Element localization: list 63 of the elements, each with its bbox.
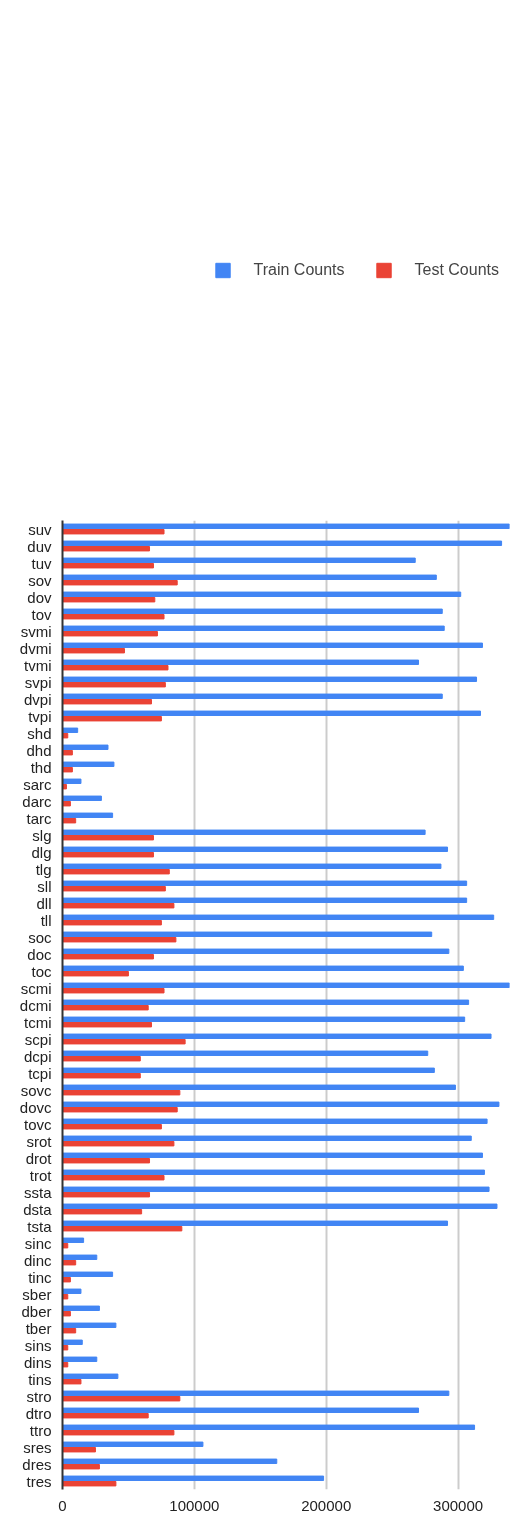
y-tick-label: stro (26, 1387, 52, 1405)
y-tick-label: tsta (27, 1217, 53, 1235)
y-tick-label: dins (23, 1353, 52, 1371)
x-tick-label: 0 (58, 1496, 67, 1513)
y-tick-label: slg (32, 826, 52, 844)
y-tick-label: dres (22, 1455, 52, 1473)
y-tick-label: shd (27, 724, 52, 742)
y-tick-label: tll (40, 911, 52, 929)
y-tick-label: scmi (20, 979, 52, 997)
y-tick-label: sovc (20, 1081, 52, 1099)
y-tick-label: duv (27, 537, 52, 555)
x-tick-label: 200000 (301, 1496, 352, 1513)
y-tick-label: dcmi (19, 996, 52, 1014)
y-tick-label: ssta (23, 1183, 53, 1201)
y-tick-label: sll (37, 877, 52, 895)
y-tick-label: svpi (24, 673, 52, 691)
x-tick-label: 100000 (169, 1496, 220, 1513)
y-tick-label: toc (31, 962, 52, 980)
y-tick-label: sinc (24, 1234, 52, 1252)
y-tick-label: tvpi (28, 707, 52, 725)
y-tick-label: sber (22, 1285, 52, 1303)
y-tick-label: tber (25, 1319, 52, 1337)
y-tick-label: trot (29, 1166, 53, 1184)
y-tick-label: tcmi (24, 1013, 52, 1031)
y-tick-label: suv (28, 520, 52, 538)
y-tick-label: tuv (31, 554, 52, 572)
y-tick-label: sov (28, 571, 52, 589)
y-tick-label: tinc (28, 1268, 52, 1286)
y-tick-label: dcpi (23, 1047, 52, 1065)
y-tick-label: dsta (23, 1200, 53, 1218)
y-tick-label: soc (28, 928, 52, 946)
y-tick-label: tcpi (28, 1064, 52, 1082)
y-tick-label: sarc (23, 775, 52, 793)
y-tick-label: dll (36, 894, 52, 912)
legend-label: Train Counts (253, 261, 345, 279)
y-tick-label: dtro (25, 1404, 52, 1422)
y-tick-label: tins (28, 1370, 52, 1388)
y-tick-label: thd (30, 758, 52, 776)
y-tick-label: dber (21, 1302, 52, 1320)
y-tick-label: tlg (35, 860, 52, 878)
y-tick-label: dvmi (19, 639, 52, 657)
y-tick-label: tarc (26, 809, 52, 827)
y-tick-label: srot (26, 1132, 53, 1150)
y-tick-label: sres (23, 1438, 52, 1456)
y-tick-label: dinc (23, 1251, 52, 1269)
y-tick-label: darc (22, 792, 52, 810)
y-tick-label: dhd (26, 741, 52, 759)
y-tick-label: tov (31, 605, 52, 623)
y-tick-label: svmi (20, 622, 52, 640)
legend-label: Test Counts (414, 261, 499, 279)
y-tick-label: tres (26, 1472, 52, 1490)
y-tick-label: dlg (31, 843, 52, 861)
y-tick-label: tvmi (24, 656, 52, 674)
y-tick-label: scpi (24, 1030, 52, 1048)
y-tick-label: dvpi (23, 690, 52, 708)
x-tick-label: 300000 (433, 1496, 484, 1513)
y-tick-label: doc (27, 945, 52, 963)
y-tick-label: dovc (19, 1098, 52, 1116)
y-tick-label: drot (25, 1149, 53, 1167)
y-tick-label: tovc (23, 1115, 52, 1133)
y-tick-label: ttro (29, 1421, 52, 1439)
y-tick-label: sins (24, 1336, 52, 1354)
y-tick-label: dov (27, 588, 52, 606)
